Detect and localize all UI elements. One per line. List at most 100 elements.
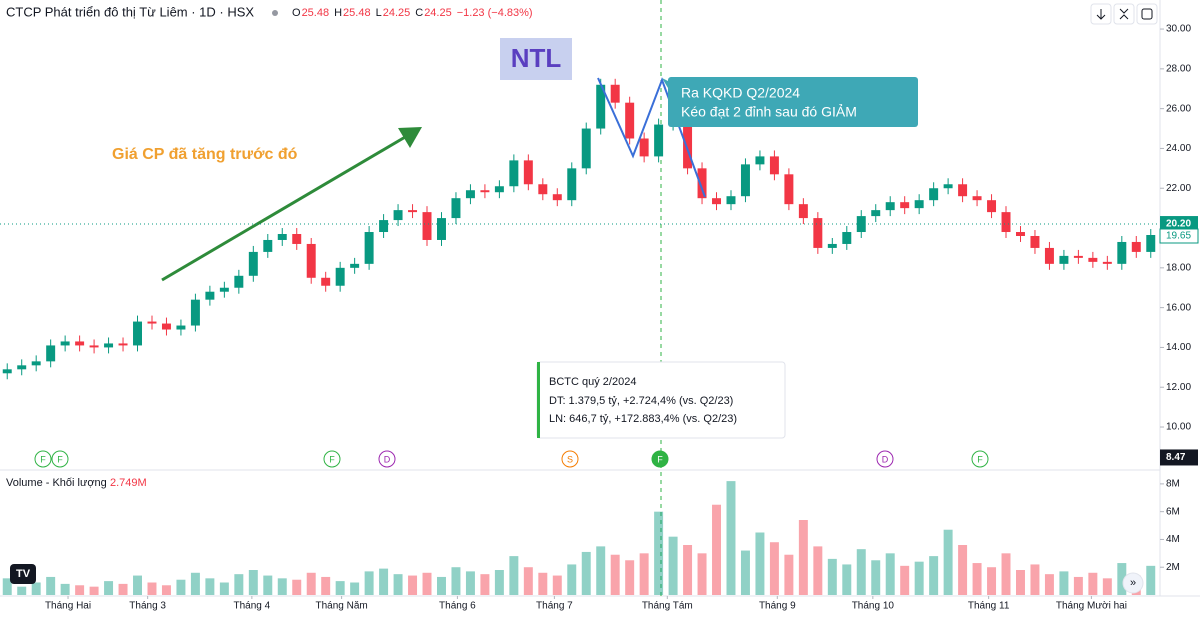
- button[interactable]: [1136, 3, 1158, 25]
- y-tick-label: 12.00: [1166, 382, 1191, 393]
- volume-bar: [625, 560, 635, 595]
- volume-bar: [755, 532, 765, 595]
- volume-bar: [437, 576, 446, 595]
- volume-bar: [639, 553, 649, 595]
- candle-body: [943, 184, 953, 189]
- volume-bar: [596, 546, 606, 595]
- volume-bar: [480, 574, 490, 595]
- y-tick-label: 26.00: [1166, 103, 1191, 114]
- volume-bar: [494, 570, 504, 595]
- legend-value: 25.48: [302, 7, 330, 19]
- candle-body: [987, 200, 997, 213]
- y-tick-label: 18.00: [1166, 262, 1191, 273]
- volume-bar: [408, 575, 418, 595]
- candle-body: [494, 186, 504, 193]
- candle-body: [856, 216, 866, 233]
- candle-body: [263, 239, 273, 252]
- candle-body: [104, 343, 114, 348]
- status-dot: [272, 10, 278, 16]
- crosshair-tag: [1160, 216, 1198, 233]
- volume-bar: [712, 504, 721, 595]
- x-tick-label: Tháng 11: [968, 601, 1010, 612]
- candle-body: [422, 212, 432, 240]
- candle-body: [437, 218, 446, 240]
- candle-body: [726, 196, 736, 205]
- legend-change: −1.23 (−4.83%): [457, 7, 533, 19]
- trend-zigzag: [597, 77, 706, 198]
- scroll-button[interactable]: [1122, 572, 1144, 594]
- y-tick-label: 10.00: [1166, 422, 1191, 433]
- candle-body: [639, 138, 649, 157]
- volume-bar: [654, 511, 664, 595]
- arrow-head: [398, 127, 422, 148]
- event-label: S: [567, 454, 573, 464]
- volume-bar: [248, 570, 258, 595]
- legend-label: O: [292, 7, 301, 19]
- scroll-icon: »: [1130, 577, 1136, 589]
- candle-body: [176, 325, 186, 330]
- candle-body: [654, 124, 664, 157]
- crosshair-label: 20.20: [1166, 219, 1191, 230]
- volume-tick-label: 4M: [1166, 534, 1180, 545]
- icon: [1119, 8, 1129, 20]
- candle-body: [118, 343, 128, 346]
- event-marker: [51, 450, 69, 468]
- volume-bar: [1073, 576, 1083, 595]
- candle-body: [292, 234, 302, 244]
- y-tick-label: 22.00: [1166, 183, 1191, 194]
- y-tick-label: 16.00: [1166, 302, 1191, 313]
- tooltip-line: LN: 646,7 tỷ, +172.883,4% (vs. Q2/23): [549, 413, 737, 425]
- volume-bar: [871, 560, 881, 595]
- volume-bar: [1001, 553, 1011, 595]
- candle-body: [552, 194, 562, 201]
- toolbar[interactable]: [1090, 3, 1158, 25]
- event-marker: [34, 450, 52, 468]
- event-label: F: [57, 454, 63, 464]
- candles: [2, 78, 1156, 380]
- event-label: F: [977, 454, 983, 464]
- candle-body: [581, 128, 591, 169]
- candle-body: [364, 232, 374, 264]
- cursor-tag: [1160, 449, 1198, 466]
- event-label: D: [882, 454, 889, 464]
- candle-body: [740, 164, 750, 197]
- volume-bar: [697, 553, 707, 595]
- volume-bar: [1016, 570, 1025, 595]
- candle-body: [523, 160, 533, 185]
- candle-body: [914, 200, 924, 209]
- candle-body: [885, 202, 895, 211]
- candle-body: [1073, 255, 1083, 258]
- volume-bar: [1059, 571, 1069, 595]
- candle-body: [1088, 257, 1098, 262]
- candle-body: [769, 156, 779, 175]
- volume-bar: [321, 576, 331, 595]
- button[interactable]: [1113, 3, 1135, 25]
- legend-value: 25.48: [343, 7, 371, 19]
- x-tick-label: Tháng Mười hai: [1056, 601, 1127, 612]
- candle-body: [610, 84, 620, 103]
- candle-body: [929, 188, 939, 201]
- legend-value: 24.25: [424, 7, 452, 19]
- volume-bar: [885, 553, 895, 595]
- candle-body: [900, 202, 910, 209]
- volume-bar: [190, 572, 200, 595]
- candle-body: [697, 168, 707, 199]
- volume-bar: [263, 575, 273, 595]
- candle-body: [161, 323, 171, 330]
- volume-bar: [75, 585, 85, 595]
- volume-bar: [133, 575, 142, 595]
- candle-body: [89, 345, 99, 348]
- candle-body: [712, 198, 721, 205]
- event-marker: [378, 450, 396, 468]
- event-label: F: [329, 454, 335, 464]
- candle-body: [1059, 255, 1069, 264]
- last-price-label: 19.65: [1166, 231, 1191, 242]
- x-tick-label: Tháng 10: [852, 601, 895, 612]
- y-tick-label: 24.00: [1166, 143, 1191, 154]
- candle-body: [2, 369, 12, 374]
- volume-bar: [726, 481, 736, 595]
- volume-bar: [842, 564, 852, 595]
- candle-body: [1146, 235, 1156, 252]
